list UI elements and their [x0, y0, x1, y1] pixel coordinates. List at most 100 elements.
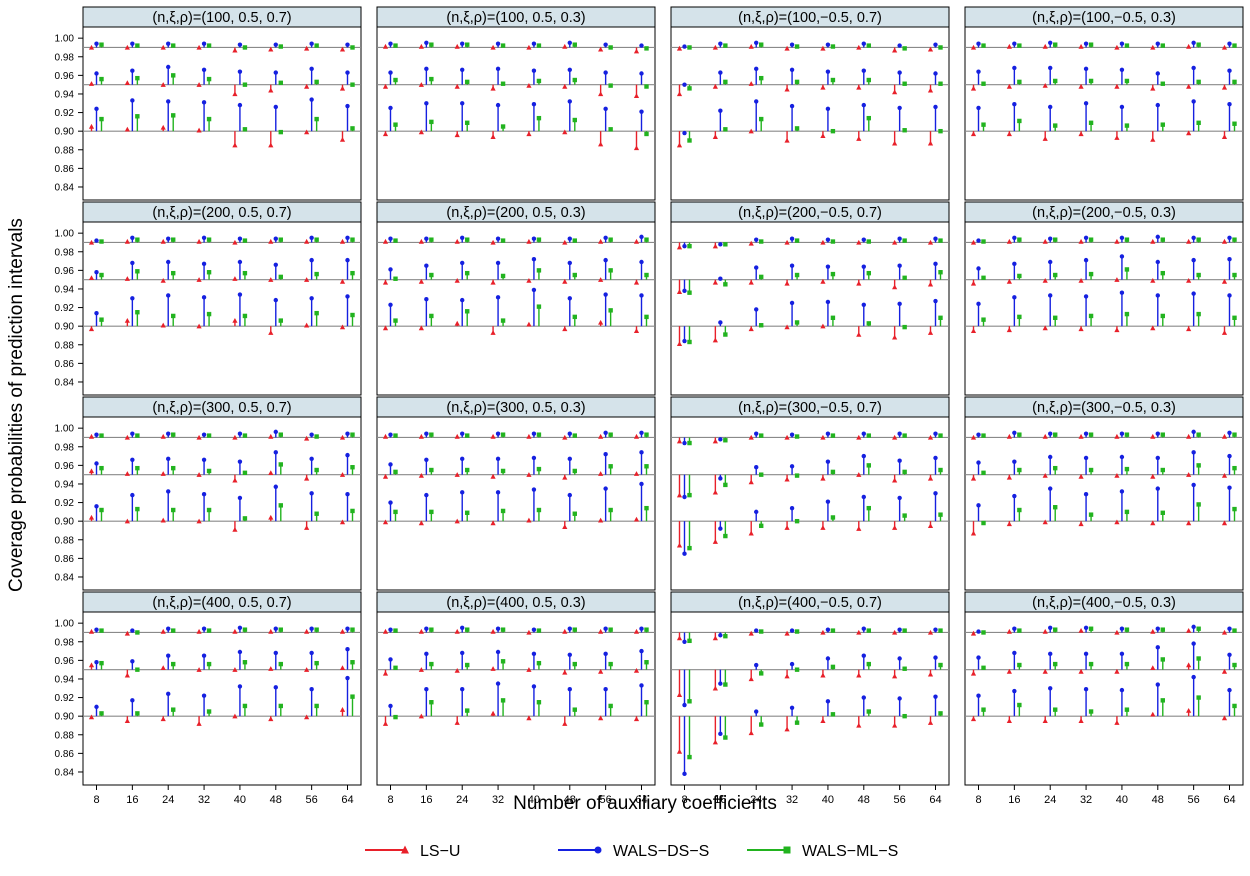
point-ls-u	[820, 672, 826, 678]
point-ls-u	[712, 438, 718, 444]
point-wals-ds-s	[531, 627, 537, 632]
point-wals-ds-s	[682, 288, 687, 294]
point-wals-ds-s	[495, 260, 501, 266]
point-ls-u	[88, 514, 95, 520]
point-wals-ml-s	[902, 628, 907, 633]
point-wals-ds-s	[603, 686, 608, 692]
point-wals-ds-s	[1048, 625, 1053, 631]
point-ls-u	[856, 434, 862, 440]
point-wals-ml-s	[830, 664, 836, 670]
point-wals-ds-s	[130, 431, 135, 436]
y-tick-label: 0.94	[55, 674, 75, 685]
point-wals-ds-s	[789, 42, 795, 47]
point-wals-ml-s	[723, 482, 728, 488]
point-wals-ds-s	[897, 263, 902, 268]
point-wals-ml-s	[981, 520, 986, 526]
point-ls-u	[856, 84, 862, 90]
point-wals-ds-s	[1191, 641, 1196, 646]
point-wals-ds-s	[388, 105, 393, 111]
point-ls-u	[784, 239, 790, 245]
point-wals-ml-s	[1088, 512, 1094, 517]
point-wals-ml-s	[393, 469, 398, 475]
point-ls-u	[490, 330, 496, 335]
point-wals-ml-s	[206, 507, 212, 513]
y-tick-label: 1.00	[55, 229, 75, 240]
point-wals-ds-s	[1012, 65, 1017, 71]
point-ls-u	[633, 93, 640, 99]
point-wals-ds-s	[639, 626, 644, 631]
point-wals-ds-s	[1083, 625, 1089, 631]
point-wals-ds-s	[273, 104, 278, 110]
point-ls-u	[490, 239, 496, 245]
panel: (n,ξ,ρ)=(200,−0.5, 0.7)	[670, 201, 950, 396]
point-wals-ds-s	[933, 431, 938, 436]
point-wals-ds-s	[861, 695, 866, 700]
point-wals-ds-s	[567, 492, 572, 498]
point-wals-ds-s	[166, 41, 171, 46]
point-ls-u	[712, 279, 718, 285]
point-wals-ml-s	[830, 628, 836, 633]
point-wals-ml-s	[687, 545, 692, 551]
point-wals-ds-s	[1048, 486, 1053, 491]
point-wals-ds-s	[166, 64, 171, 70]
point-wals-ml-s	[242, 516, 248, 521]
point-ls-u	[88, 123, 95, 129]
point-wals-ds-s	[345, 675, 350, 681]
point-wals-ds-s	[309, 41, 314, 46]
point-wals-ds-s	[603, 292, 608, 297]
point-wals-ds-s	[309, 66, 314, 72]
point-wals-ds-s	[789, 103, 795, 109]
point-wals-ml-s	[1053, 432, 1058, 437]
x-tick-label: 56	[306, 794, 318, 806]
point-wals-ds-s	[237, 684, 243, 689]
point-ls-u	[196, 721, 202, 726]
point-wals-ml-s	[1232, 237, 1237, 242]
point-ls-u	[1150, 238, 1156, 244]
point-wals-ml-s	[687, 754, 692, 760]
x-tick-label: 64	[341, 794, 353, 806]
point-ls-u	[268, 470, 274, 476]
point-wals-ds-s	[1119, 431, 1125, 436]
point-ls-u	[304, 277, 310, 282]
point-wals-ds-s	[388, 657, 393, 662]
point-ls-u	[268, 277, 274, 282]
point-wals-ml-s	[759, 239, 764, 244]
point-wals-ml-s	[608, 127, 613, 132]
point-ls-u	[562, 721, 568, 726]
point-ls-u	[784, 726, 790, 732]
point-ls-u	[1186, 83, 1192, 89]
point-wals-ml-s	[866, 115, 871, 121]
point-wals-ml-s	[644, 131, 649, 137]
point-ls-u	[892, 284, 898, 290]
point-ls-u	[820, 84, 826, 90]
point-wals-ml-s	[1160, 467, 1165, 473]
point-ls-u	[820, 45, 826, 51]
y-tick-label: 0.98	[55, 52, 75, 63]
point-wals-ds-s	[495, 681, 501, 686]
point-wals-ml-s	[1160, 313, 1165, 319]
point-wals-ds-s	[567, 686, 572, 692]
point-ls-u	[304, 714, 310, 720]
point-wals-ml-s	[135, 114, 140, 119]
point-ls-u	[748, 326, 754, 332]
point-wals-ml-s	[572, 433, 577, 438]
point-ls-u	[454, 628, 460, 634]
point-wals-ml-s	[536, 700, 542, 705]
point-ls-u	[1006, 668, 1012, 674]
point-wals-ml-s	[1232, 272, 1237, 278]
panel: (n,ξ,ρ)=(100,−0.5, 0.7)	[670, 6, 950, 201]
panel: (n,ξ,ρ)=(400,−0.5, 0.7) 8 16 24 32 40 48 56 64	[670, 591, 950, 806]
point-wals-ml-s	[278, 503, 283, 508]
point-ls-u	[196, 238, 202, 244]
point-wals-ml-s	[1124, 509, 1130, 515]
panel: (n,ξ,ρ)=(300, 0.5, 0.7) 0.84 0.86 0.88 0.90 0…	[55, 396, 362, 591]
point-wals-ml-s	[314, 237, 319, 242]
point-ls-u	[418, 433, 424, 439]
panel: (n,ξ,ρ)=(200, 0.5, 0.3)	[376, 201, 656, 396]
point-wals-ml-s	[429, 42, 434, 47]
point-wals-ds-s	[1048, 65, 1053, 71]
point-wals-ds-s	[460, 41, 465, 46]
point-wals-ml-s	[314, 434, 319, 439]
point-wals-ds-s	[603, 70, 608, 75]
panel-title: (n,ξ,ρ)=(100, 0.5, 0.7)	[152, 10, 291, 26]
